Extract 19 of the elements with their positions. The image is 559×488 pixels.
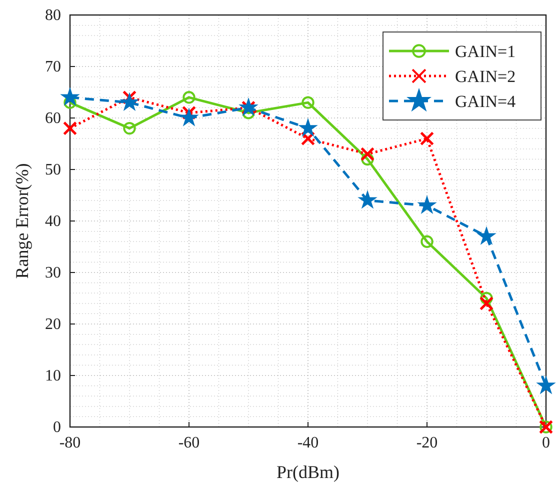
- x-tick-label: -20: [416, 434, 438, 452]
- y-axis-title: Range Error(%): [12, 163, 32, 279]
- y-tick-label: 60: [45, 110, 61, 128]
- y-tick-label: 70: [45, 58, 61, 76]
- y-tick-label: 40: [45, 213, 61, 230]
- legend-label: GAIN=2: [455, 67, 516, 86]
- y-tick-label: 0: [53, 419, 61, 436]
- legend-label: GAIN=1: [455, 42, 516, 61]
- legend-label: GAIN=4: [455, 92, 516, 111]
- y-tick-label: 30: [45, 264, 61, 282]
- y-tick-label: 50: [45, 162, 61, 179]
- y-tick-label: 80: [45, 7, 61, 24]
- y-tick-label: 10: [45, 368, 61, 385]
- x-tick-label: -40: [297, 434, 319, 452]
- y-tick-label: 20: [45, 316, 61, 334]
- x-tick-label: -80: [59, 434, 81, 452]
- x-tick-label: 0: [542, 434, 550, 452]
- x-axis-title: Pr(dBm): [276, 462, 340, 482]
- x-tick-label: -60: [178, 434, 200, 452]
